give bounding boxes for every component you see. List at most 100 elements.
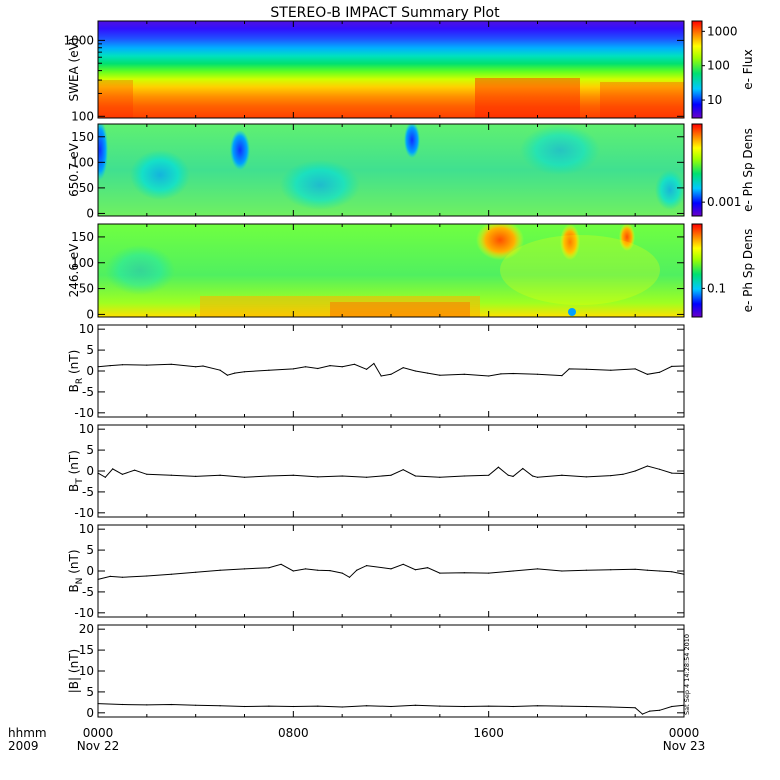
data-point bbox=[317, 476, 319, 478]
data-point bbox=[366, 705, 368, 707]
x-axis-label-year: 2009 bbox=[8, 739, 39, 753]
colorbar-1: 0.001 e- Ph Sp Dens bbox=[691, 123, 755, 217]
data-point bbox=[659, 570, 661, 572]
data-point bbox=[671, 472, 673, 474]
y-tick-label: 10 bbox=[79, 522, 94, 536]
y-axis-label: BN (nT) bbox=[67, 549, 85, 592]
data-point bbox=[641, 713, 644, 715]
y-tick-label: -10 bbox=[74, 506, 94, 520]
data-point bbox=[610, 706, 612, 708]
y-tick-label: -10 bbox=[74, 606, 94, 620]
data-point bbox=[243, 371, 246, 373]
data-point bbox=[414, 475, 416, 477]
data-point bbox=[522, 467, 524, 470]
data-point bbox=[414, 370, 416, 372]
data-point bbox=[380, 375, 382, 377]
data-point bbox=[512, 372, 514, 375]
data-point bbox=[390, 373, 392, 375]
y-tick-label: -5 bbox=[82, 485, 94, 499]
y-tick-label: -5 bbox=[82, 385, 94, 399]
y-tick-label: 150 bbox=[71, 130, 94, 144]
x-tick-label: 0000 bbox=[83, 726, 114, 740]
data-point bbox=[170, 703, 172, 706]
x-tick-date-label: Nov 22 bbox=[77, 739, 120, 753]
data-point bbox=[195, 704, 197, 706]
panel-frame bbox=[97, 624, 685, 718]
data-point bbox=[292, 705, 294, 708]
panel-5: -10 -5 0 5 10 BN (nT) bbox=[67, 522, 685, 620]
panel-6: 0 5 10 15 20 |B| (nT) bbox=[67, 622, 685, 720]
x-tick-date-label: Nov 23 bbox=[663, 739, 706, 753]
data-point bbox=[366, 476, 368, 478]
colorbar-scale bbox=[691, 123, 703, 217]
data-point bbox=[427, 372, 429, 374]
colorbar-scale bbox=[691, 20, 703, 119]
swea-spectrogram bbox=[98, 21, 684, 118]
data-point bbox=[463, 373, 465, 375]
data-point bbox=[536, 373, 539, 375]
colorbar-tick-label: 1000 bbox=[707, 24, 738, 38]
data-point bbox=[634, 368, 636, 370]
panel-3: -10 -5 0 5 10 BR (nT) bbox=[67, 322, 685, 420]
y-tick-label: 1000 bbox=[63, 33, 94, 47]
y-tick-label: -10 bbox=[74, 406, 94, 420]
data-point bbox=[610, 475, 612, 477]
data-point bbox=[646, 569, 649, 571]
y-tick-label: 100 bbox=[71, 155, 94, 169]
colorbar-label: e- Ph Sp Dens bbox=[741, 229, 755, 313]
data-point bbox=[195, 366, 197, 368]
data-point bbox=[402, 367, 404, 369]
data-point bbox=[292, 570, 294, 572]
y-tick-label: 0 bbox=[86, 206, 94, 220]
colorbar-tick-label: 0.001 bbox=[707, 195, 741, 209]
data-point bbox=[341, 366, 343, 368]
data-point bbox=[366, 368, 368, 370]
data-point bbox=[170, 573, 172, 575]
data-point bbox=[219, 569, 221, 571]
data-point bbox=[507, 474, 509, 476]
y-tick-label: 20 bbox=[79, 622, 94, 636]
data-point bbox=[659, 371, 661, 373]
data-point bbox=[561, 474, 563, 476]
y-axis-label: BR (nT) bbox=[67, 350, 85, 393]
y-tick-label: 5 bbox=[86, 343, 94, 357]
data-point bbox=[585, 705, 587, 708]
y-tick-label: 50 bbox=[79, 181, 94, 195]
data-point bbox=[500, 373, 502, 375]
data-point bbox=[226, 374, 228, 376]
y-tick-label: 5 bbox=[86, 543, 94, 557]
timestamp: Sat Sep 4 14:28:54 2010 bbox=[683, 633, 691, 715]
data-point bbox=[488, 705, 490, 707]
y-axis-label: BT (nT) bbox=[67, 450, 85, 492]
y-tick-label: 150 bbox=[71, 230, 94, 244]
data-point bbox=[390, 474, 392, 476]
data-point bbox=[561, 570, 563, 572]
data-point bbox=[488, 474, 490, 476]
data-point bbox=[402, 563, 404, 565]
data-point bbox=[366, 565, 368, 567]
data-point bbox=[170, 363, 172, 365]
data-point bbox=[104, 476, 106, 478]
data-point bbox=[170, 474, 172, 476]
data-point bbox=[373, 362, 375, 365]
data-point bbox=[512, 570, 514, 572]
data-point bbox=[219, 369, 221, 371]
y-tick-label: 5 bbox=[86, 443, 94, 457]
y-axis-label: SWEA (eV) bbox=[67, 37, 81, 101]
plot-title: STEREO-B IMPACT Summary Plot bbox=[270, 5, 500, 21]
data-point bbox=[195, 475, 197, 477]
y-axis-label: 650.7 eV bbox=[67, 142, 81, 197]
data-point bbox=[329, 570, 331, 572]
colorbar-tick-label: 100 bbox=[707, 59, 730, 73]
data-point bbox=[488, 375, 490, 377]
data-point bbox=[390, 568, 392, 570]
x-tick-label: 1600 bbox=[473, 726, 504, 740]
data-point bbox=[317, 705, 319, 707]
y-tick-label: 0 bbox=[86, 706, 94, 720]
data-point bbox=[610, 369, 612, 371]
colorbar-scale bbox=[691, 223, 703, 318]
data-point bbox=[463, 475, 465, 477]
data-point bbox=[659, 468, 661, 470]
